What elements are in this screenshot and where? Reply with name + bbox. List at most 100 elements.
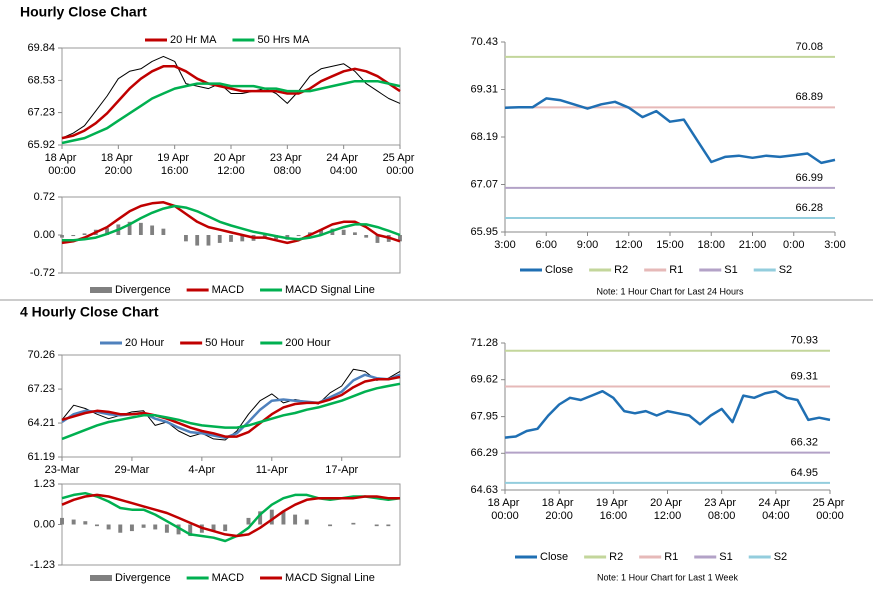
series-line — [61, 79, 401, 145]
y-tick-label: 69.62 — [470, 374, 498, 386]
legend-label: MACD — [212, 572, 244, 584]
x-tick-label: 25 Apr 00:00 — [813, 497, 848, 522]
x-tick-label: 18 Apr 20:00 — [542, 497, 577, 522]
x-tick-label: 24 Apr 04:00 — [326, 152, 361, 177]
series-line — [61, 201, 401, 245]
divergence-bar — [60, 517, 64, 525]
y-tick-label: 64.63 — [470, 484, 498, 496]
legend-label: S2 — [779, 264, 792, 276]
divergence-bar — [229, 235, 233, 242]
legend-label: 50 Hour — [205, 337, 244, 349]
divergence-bar — [161, 228, 166, 235]
y-tick-label: 69.84 — [27, 42, 55, 54]
y-tick-label: 70.43 — [470, 36, 498, 48]
section-title: 4 Hourly Close Chart — [20, 304, 159, 320]
y-tick-label: 67.07 — [470, 178, 498, 190]
legend-label: MACD — [212, 284, 244, 296]
y-tick-label: 0.72 — [34, 191, 55, 203]
y-tick-label: -0.72 — [30, 267, 55, 279]
legend-label: S1 — [724, 264, 737, 276]
legend-label: R1 — [664, 551, 678, 563]
level-label: 66.32 — [790, 437, 818, 449]
divergence-bar — [71, 519, 76, 525]
divergence-bar — [223, 524, 228, 532]
legend-label: Close — [545, 264, 573, 276]
x-tick-label: 23 Apr 08:00 — [270, 152, 305, 177]
level-label: 66.99 — [795, 172, 823, 184]
y-tick-label: 66.29 — [470, 447, 498, 459]
y-tick-label: 65.95 — [470, 226, 498, 238]
x-tick-label: 25 Apr 00:00 — [383, 152, 418, 177]
divergence-bar — [319, 229, 324, 235]
divergence-bar — [82, 233, 87, 235]
y-tick-label: 61.19 — [27, 451, 55, 463]
divergence-bar — [304, 519, 309, 525]
legend-label: MACD Signal Line — [285, 572, 375, 584]
divergence-bar — [138, 222, 143, 235]
legend-swatch — [90, 575, 112, 581]
x-tick-label: 20 Apr 12:00 — [214, 152, 249, 177]
x-tick-label: 19 Apr 16:00 — [596, 497, 631, 522]
divergence-bar — [195, 235, 200, 246]
legend-label: 50 Hrs MA — [257, 34, 310, 46]
divergence-bar — [206, 235, 211, 246]
level-label: 70.93 — [790, 335, 818, 347]
legend-swatch — [90, 287, 112, 293]
divergence-bar — [129, 524, 134, 532]
x-tick-label: 18 Apr 20:00 — [101, 152, 136, 177]
x-tick-label: 4-Apr — [188, 464, 215, 476]
divergence-bar — [60, 235, 64, 238]
y-tick-label: 67.95 — [470, 411, 498, 423]
legend-label: Divergence — [115, 572, 171, 584]
x-tick-label: 15:00 — [656, 239, 684, 251]
divergence-bar — [176, 524, 181, 535]
series-line — [61, 65, 401, 140]
y-tick-label: 0.00 — [34, 518, 55, 530]
series-line — [504, 389, 831, 439]
divergence-bar — [164, 524, 169, 533]
x-tick-label: 3:00 — [824, 239, 845, 251]
x-tick-label: 29-Mar — [115, 464, 150, 476]
legend-label: Divergence — [115, 284, 171, 296]
x-tick-label: 21:00 — [739, 239, 767, 251]
legend-label: Close — [540, 551, 568, 563]
x-tick-label: 18:00 — [697, 239, 725, 251]
series-line — [61, 491, 401, 543]
x-tick-label: 24 Apr 04:00 — [758, 497, 793, 522]
legend-label: R1 — [669, 264, 683, 276]
divergence-bar — [217, 235, 222, 243]
divergence-bar — [118, 524, 123, 533]
divergence-bar — [94, 524, 99, 527]
divergence-bar — [106, 524, 111, 530]
legend-label: MACD Signal Line — [285, 284, 375, 296]
divergence-bar — [184, 235, 188, 242]
divergence-bar — [269, 509, 274, 525]
x-tick-label: 12:00 — [615, 239, 643, 251]
divergence-bar — [281, 511, 286, 525]
y-tick-label: 1.23 — [34, 478, 55, 490]
y-tick-label: 71.28 — [470, 337, 498, 349]
x-tick-label: 20 Apr 12:00 — [650, 497, 685, 522]
x-tick-label: 3:00 — [494, 239, 515, 251]
divergence-bar — [398, 235, 402, 242]
price-line — [61, 368, 401, 441]
x-tick-label: 9:00 — [577, 239, 598, 251]
y-tick-label: 68.53 — [27, 74, 55, 86]
level-label: 69.31 — [790, 370, 818, 382]
divergence-bar — [246, 517, 251, 525]
y-tick-label: 67.23 — [27, 106, 55, 118]
y-tick-label: 70.26 — [27, 349, 55, 361]
chart-note: Note: 1 Hour Chart for Last 1 Week — [597, 572, 738, 582]
divergence-bar — [211, 524, 216, 532]
x-tick-label: 23 Apr 08:00 — [704, 497, 739, 522]
divergence-bar — [83, 521, 88, 525]
divergence-bar — [296, 235, 301, 237]
level-label: 68.89 — [795, 91, 823, 103]
section-title: Hourly Close Chart — [20, 4, 147, 20]
series-line — [62, 204, 401, 242]
y-tick-label: -1.23 — [30, 559, 55, 571]
divergence-bar — [341, 229, 346, 235]
legend-label: 200 Hour — [285, 337, 331, 349]
series-line — [61, 493, 400, 538]
